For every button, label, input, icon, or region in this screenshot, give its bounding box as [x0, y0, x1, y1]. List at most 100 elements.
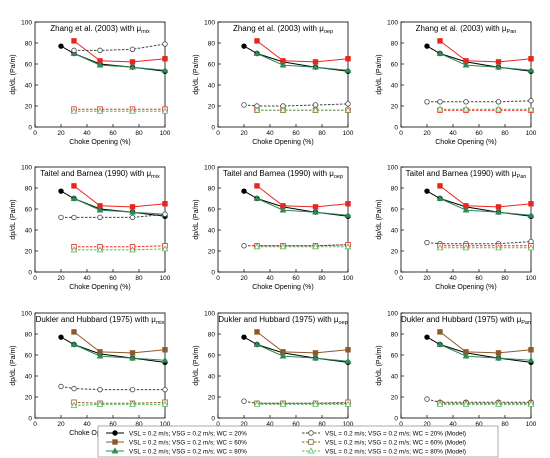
data-point [129, 59, 136, 65]
legend-marker [111, 447, 119, 454]
x-tick-label: 60 [292, 421, 300, 428]
data-point [312, 208, 319, 215]
data-point [312, 354, 319, 361]
x-tick-label: 0 [216, 275, 220, 282]
data-point [436, 194, 444, 201]
data-point [528, 98, 534, 104]
series-line-2 [439, 40, 532, 63]
legend-marker [308, 430, 314, 436]
y-axis-label: dp/dL (Pa/m) [193, 199, 200, 239]
y-tick-label: 20 [25, 104, 33, 111]
data-point [344, 243, 352, 250]
y-axis-label: dp/dL (Pa/m) [193, 54, 200, 94]
x-tick-label: 60 [109, 421, 117, 428]
y-axis-label: dp/dL (Pa/m) [376, 199, 383, 239]
data-point [129, 354, 136, 361]
data-point [129, 63, 136, 70]
data-point [462, 206, 470, 213]
y-tick-label: 80 [208, 186, 216, 193]
legend-label: VSL = 0.2 m/s; VSG = 0.2 m/s; WC = 60% (… [325, 439, 466, 446]
data-point [345, 201, 351, 207]
x-tick-label: 0 [33, 421, 37, 428]
series-line-5 [73, 401, 166, 404]
data-point [253, 243, 261, 250]
x-tick-label: 100 [526, 275, 537, 282]
y-tick-label: 100 [21, 311, 32, 318]
chart-title: Zhang et al. (2003) with μPan [416, 24, 517, 35]
series-line-2 [73, 331, 166, 354]
y-tick-label: 40 [208, 83, 216, 90]
legend-label: VSL = 0.2 m/s; VSG = 0.2 m/s; WC = 20% [129, 430, 247, 437]
data-point [70, 401, 78, 408]
data-point [279, 243, 287, 250]
x-axis-label: Choke Opening (%) [435, 284, 496, 291]
legend-marker [308, 439, 314, 445]
data-point [344, 357, 352, 364]
y-tick-label: 0 [28, 270, 32, 277]
x-tick-label: 100 [526, 421, 537, 428]
data-point [462, 61, 470, 68]
data-point [495, 204, 502, 210]
x-tick-label: 60 [475, 421, 483, 428]
chart-panel-1: 0 20 40 60 80 100 0 20 40 60 80 100 Zhang et al. (20… [10, 20, 171, 147]
y-tick-label: 80 [25, 41, 33, 48]
data-point [312, 102, 319, 108]
data-point [279, 106, 287, 113]
data-point [424, 43, 430, 49]
series-line-4 [61, 213, 166, 218]
x-tick-label: 60 [109, 275, 117, 282]
y-tick-label: 40 [208, 228, 216, 235]
data-point [253, 340, 261, 347]
y-tick-label: 60 [391, 62, 399, 69]
x-axis-label: Choke Opening (%) [252, 284, 313, 291]
data-point [129, 208, 136, 215]
y-tick-label: 20 [208, 395, 216, 402]
data-point [253, 49, 261, 56]
data-point [162, 347, 168, 353]
data-point [58, 43, 64, 49]
x-tick-label: 40 [83, 130, 91, 137]
series-line-6 [74, 248, 166, 251]
data-point [345, 347, 351, 353]
chart-title: Taitel and Barnea (1990) with μPan [406, 169, 527, 180]
y-tick-label: 0 [28, 416, 32, 423]
y-tick-label: 40 [391, 83, 399, 90]
x-axis-label: Choke Opening (%) [252, 139, 313, 146]
y-tick-label: 0 [211, 416, 215, 423]
y-tick-label: 0 [394, 270, 398, 277]
data-point [344, 211, 352, 218]
y-tick-label: 80 [208, 332, 216, 339]
series-line-5 [257, 401, 349, 404]
chart-title: Taitel and Barnea (1990) with μmix [40, 169, 160, 180]
series-line-3 [439, 198, 532, 216]
x-tick-label: 20 [57, 130, 65, 137]
y-tick-label: 100 [204, 311, 215, 318]
y-axis-label: dp/dL (Pa/m) [376, 54, 383, 94]
x-tick-label: 20 [423, 275, 431, 282]
y-tick-label: 100 [387, 20, 398, 27]
legend-box [97, 425, 499, 458]
series-line-5 [257, 244, 349, 247]
data-point [161, 107, 169, 114]
data-point [312, 400, 319, 407]
legend-label: VSL = 0.2 m/s; VSG = 0.2 m/s; WC = 20% (… [325, 430, 466, 437]
y-axis-label: dp/dL (Pa/m) [10, 345, 17, 385]
x-tick-label: 0 [399, 130, 403, 137]
data-point [254, 329, 260, 335]
data-point [97, 47, 103, 54]
y-tick-label: 60 [208, 207, 216, 214]
y-tick-label: 40 [25, 83, 33, 90]
data-point [279, 352, 287, 359]
data-point [129, 246, 136, 253]
series-line-2 [256, 40, 349, 63]
data-point [436, 340, 444, 347]
data-point [527, 356, 535, 363]
x-tick-label: 60 [292, 130, 300, 137]
data-point [495, 350, 502, 356]
data-point [96, 246, 104, 253]
data-point [254, 38, 260, 44]
x-tick-label: 100 [343, 275, 354, 282]
legend: VSL = 0.2 m/s; VSG = 0.2 m/s; WC = 20% VS… [97, 425, 499, 458]
data-point [495, 59, 502, 65]
